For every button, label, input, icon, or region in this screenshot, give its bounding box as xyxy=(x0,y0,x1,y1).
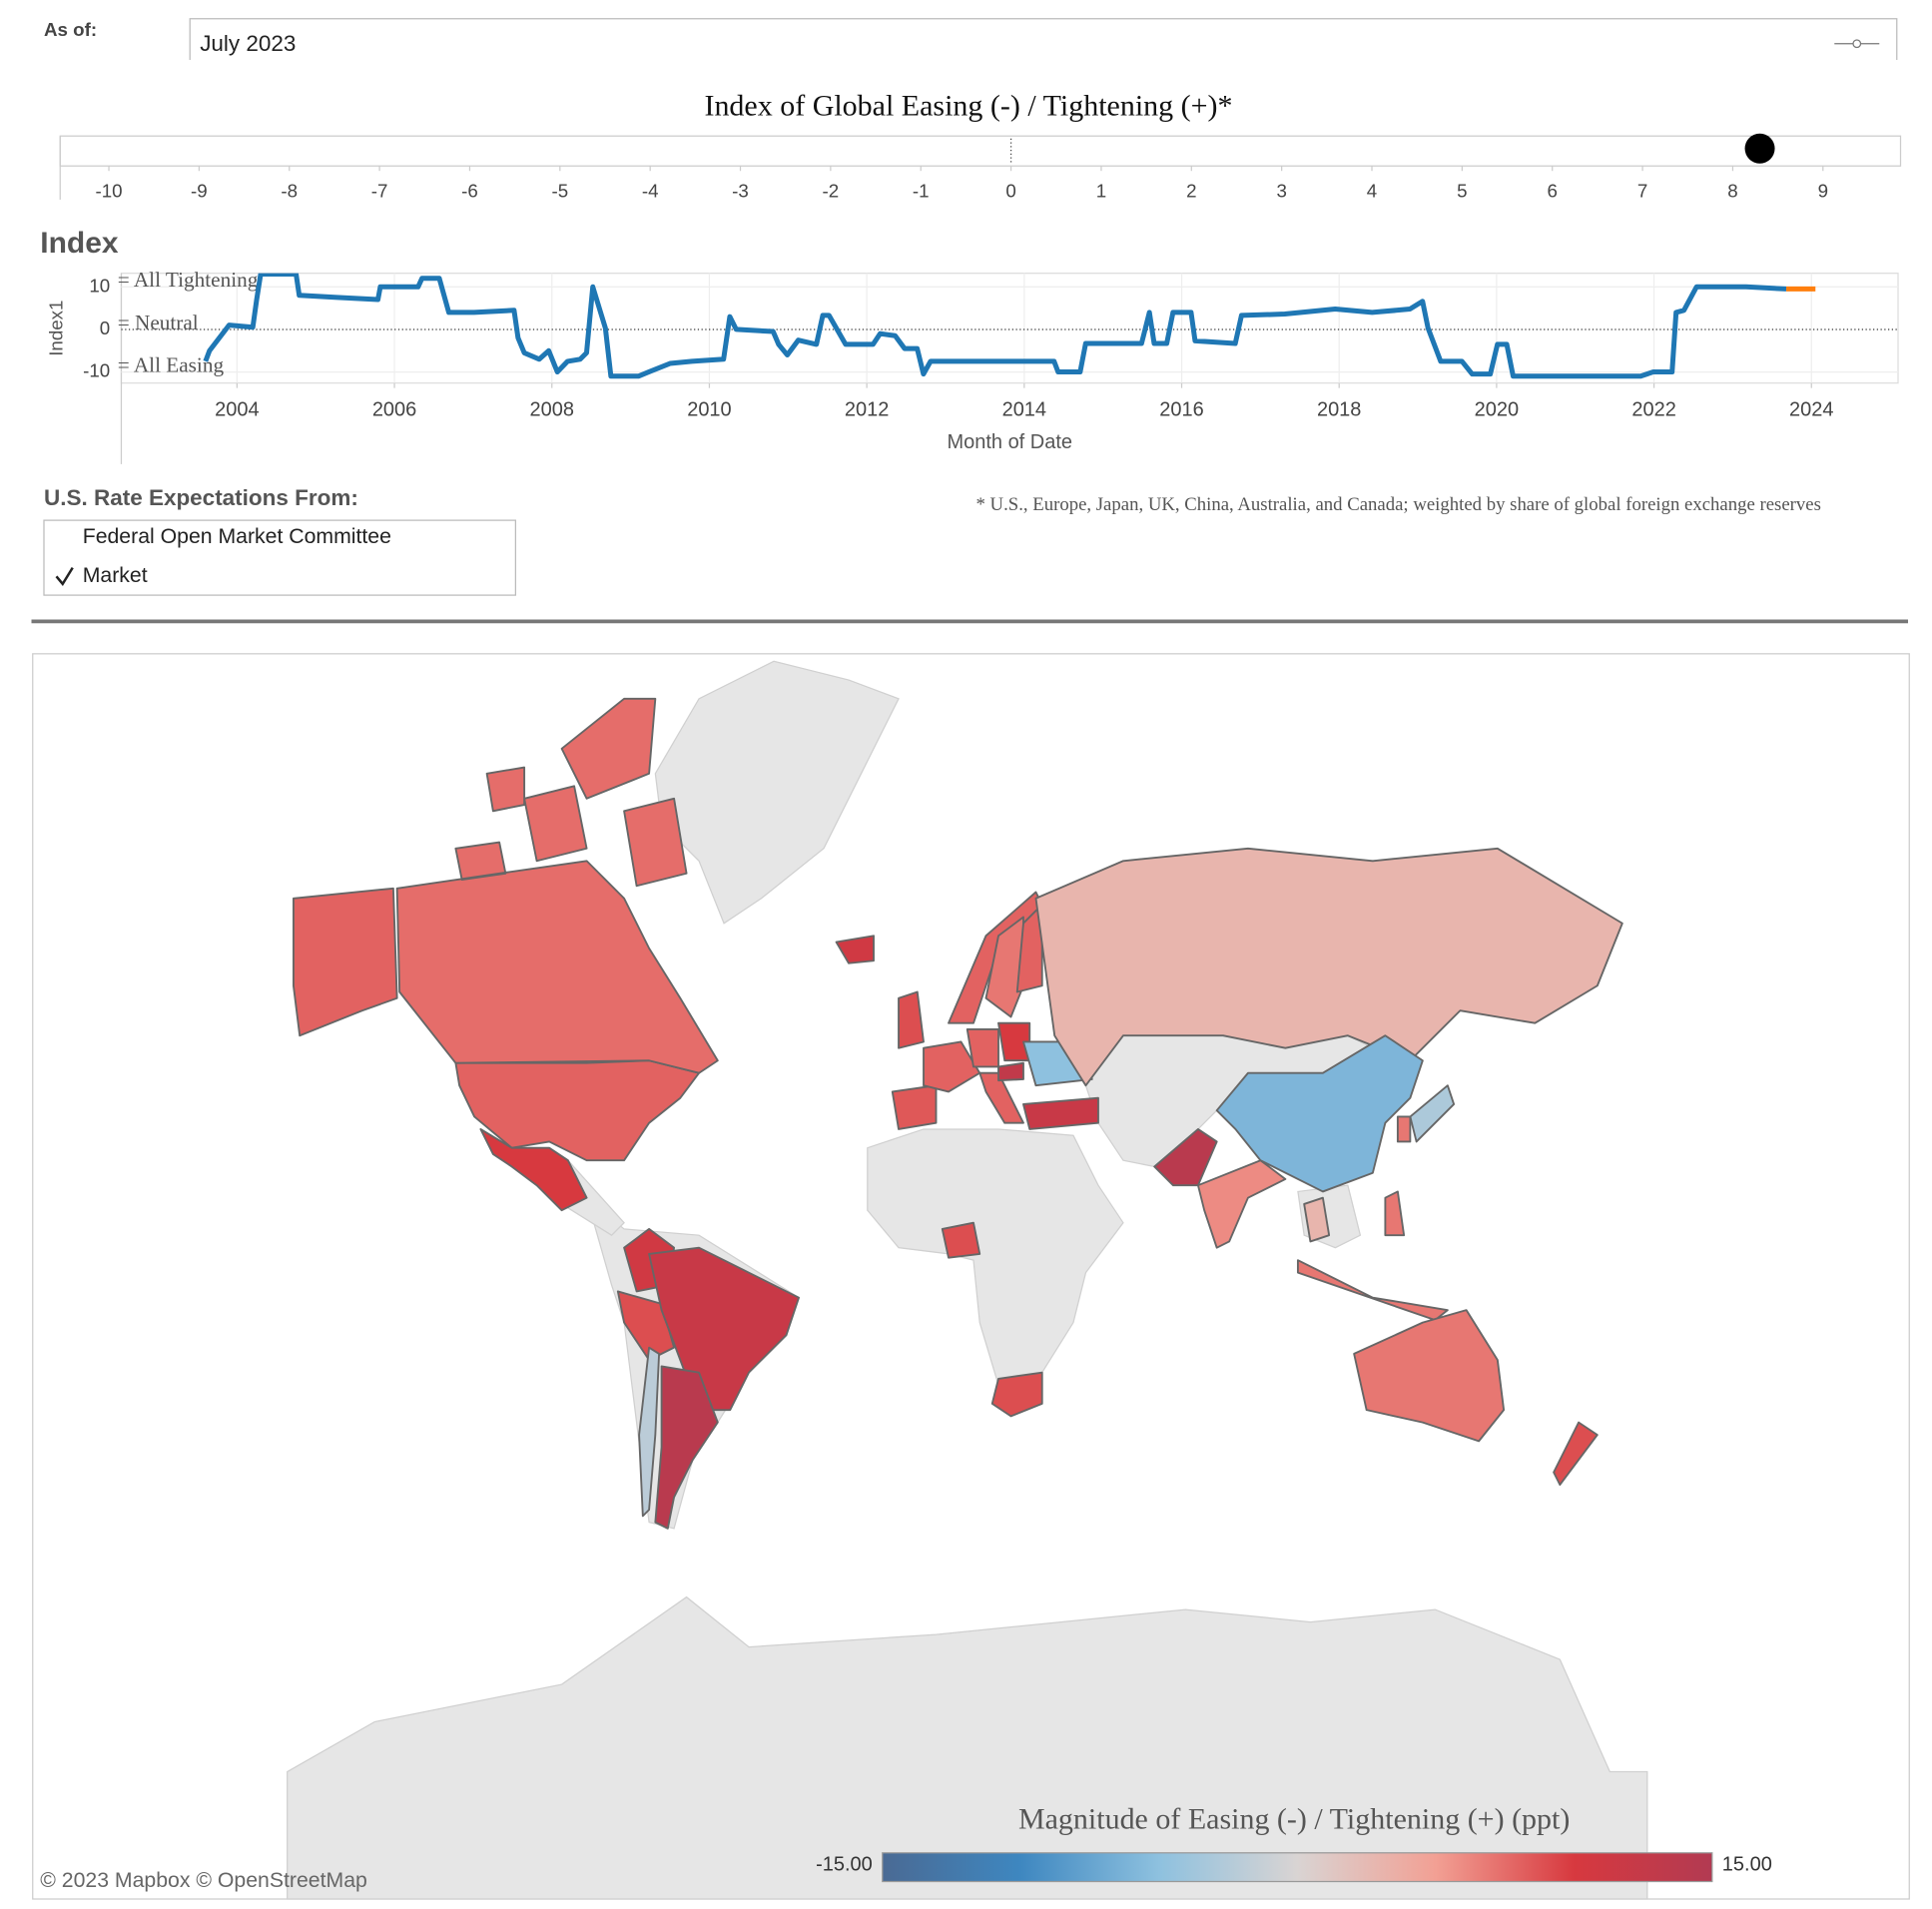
country xyxy=(978,1071,1024,1124)
x-tick-label: -7 xyxy=(371,180,388,201)
country xyxy=(1215,1034,1424,1193)
x-tick-label: 2020 xyxy=(1475,398,1519,420)
option-label[interactable]: Federal Open Market Committee xyxy=(83,524,391,548)
filter-label: U.S. Rate Expectations From: xyxy=(44,485,358,510)
country xyxy=(1296,1259,1449,1322)
footnote: * U.S., Europe, Japan, UK, China, Austra… xyxy=(975,495,1821,516)
y-axis-label: Index1 xyxy=(46,301,67,356)
dropdown-box[interactable] xyxy=(189,18,1898,60)
date-dropdown[interactable]: July 2023 xyxy=(189,18,1898,60)
color-bar xyxy=(882,1852,1713,1883)
color-tick-label: 15.00 xyxy=(1722,1854,1772,1876)
x-tick-label: -8 xyxy=(281,180,298,201)
x-tick-label: 5 xyxy=(1457,180,1467,201)
landmass xyxy=(867,1128,1124,1386)
x-axis-label: Month of Date xyxy=(947,431,1072,453)
series-line xyxy=(203,273,1787,379)
country xyxy=(1396,1115,1412,1143)
x-tick-label: 2024 xyxy=(1789,398,1833,420)
x-tick-label: 2014 xyxy=(1002,398,1046,420)
countries xyxy=(292,697,1623,1530)
x-tick-label: 6 xyxy=(1548,180,1558,201)
x-tick-label: 2004 xyxy=(215,398,259,420)
country xyxy=(654,1365,719,1530)
option-label[interactable]: Market xyxy=(83,563,148,587)
country xyxy=(1303,1196,1331,1243)
x-tick-label: 0 xyxy=(1005,180,1015,201)
filter-label: As of: xyxy=(44,19,97,40)
attribution: © 2023 Mapbox © OpenStreetMap xyxy=(40,1868,367,1892)
footnote-box: * U.S., Europe, Japan, UK, China, Austra… xyxy=(975,495,1821,516)
country xyxy=(990,1371,1043,1418)
x-tick-label: 2012 xyxy=(845,398,889,420)
x-tick-label: -1 xyxy=(913,180,930,201)
x-tick-label: -9 xyxy=(191,180,208,201)
annotation: = All Tightening xyxy=(118,268,259,292)
x-tick-label: 2016 xyxy=(1159,398,1203,420)
x-tick-label: 2018 xyxy=(1317,398,1361,420)
chart-title: Index of Global Easing (-) / Tightening … xyxy=(704,90,1232,123)
x-tick-label: 2 xyxy=(1186,180,1196,201)
plot-area xyxy=(120,273,1899,384)
country xyxy=(648,1246,800,1412)
x-tick-label: -2 xyxy=(823,180,840,201)
country xyxy=(1197,1159,1287,1249)
country xyxy=(395,697,719,1074)
x-tick-label: -5 xyxy=(551,180,568,201)
x-tick-label: 8 xyxy=(1727,180,1737,201)
y-tick-label: -10 xyxy=(83,360,110,381)
country xyxy=(1153,1128,1218,1187)
slider-icon-knob[interactable] xyxy=(1852,39,1862,49)
x-tick-label: -4 xyxy=(642,180,659,201)
landmass xyxy=(287,1595,1648,1900)
country xyxy=(1353,1309,1506,1443)
x-tick-label: 2008 xyxy=(530,398,574,420)
option-list xyxy=(43,519,516,596)
country xyxy=(835,935,875,964)
country xyxy=(1022,1096,1099,1130)
plot-area xyxy=(59,135,1902,167)
country xyxy=(1553,1421,1599,1487)
y-tick-label: 0 xyxy=(100,318,110,338)
dropdown-value[interactable]: July 2023 xyxy=(200,31,296,56)
x-tick-label: 3 xyxy=(1276,180,1286,201)
country xyxy=(923,1040,981,1093)
x-tick-label: 2006 xyxy=(372,398,416,420)
color-tick-label: -15.00 xyxy=(816,1854,873,1876)
x-tick-label: -10 xyxy=(95,180,122,201)
country xyxy=(1409,1084,1456,1143)
country xyxy=(966,1028,999,1068)
x-tick-label: 7 xyxy=(1637,180,1647,201)
landmass xyxy=(654,660,900,925)
country xyxy=(898,990,925,1049)
x-tick-label: 9 xyxy=(1818,180,1828,201)
country xyxy=(479,1128,588,1212)
x-tick-label: -6 xyxy=(461,180,478,201)
value-dot xyxy=(1744,133,1775,164)
country xyxy=(941,1221,981,1259)
x-tick-label: 4 xyxy=(1367,180,1377,201)
country xyxy=(997,1061,1024,1082)
annotation: = Neutral xyxy=(118,311,199,334)
x-tick-label: -3 xyxy=(732,180,749,201)
check-mark[interactable] xyxy=(55,566,74,586)
y-tick-label: 10 xyxy=(89,275,110,296)
x-tick-label: 2022 xyxy=(1631,398,1675,420)
country xyxy=(616,1290,676,1362)
country xyxy=(1015,904,1043,993)
x-tick-label: 1 xyxy=(1096,180,1106,201)
country xyxy=(1384,1190,1406,1237)
legend-title: Magnitude of Easing (-) / Tightening (+)… xyxy=(1018,1802,1570,1835)
chart-title: Index xyxy=(40,227,119,260)
country xyxy=(891,1084,938,1130)
country xyxy=(1034,847,1623,1087)
country xyxy=(638,1346,661,1518)
x-tick-label: 2010 xyxy=(687,398,731,420)
